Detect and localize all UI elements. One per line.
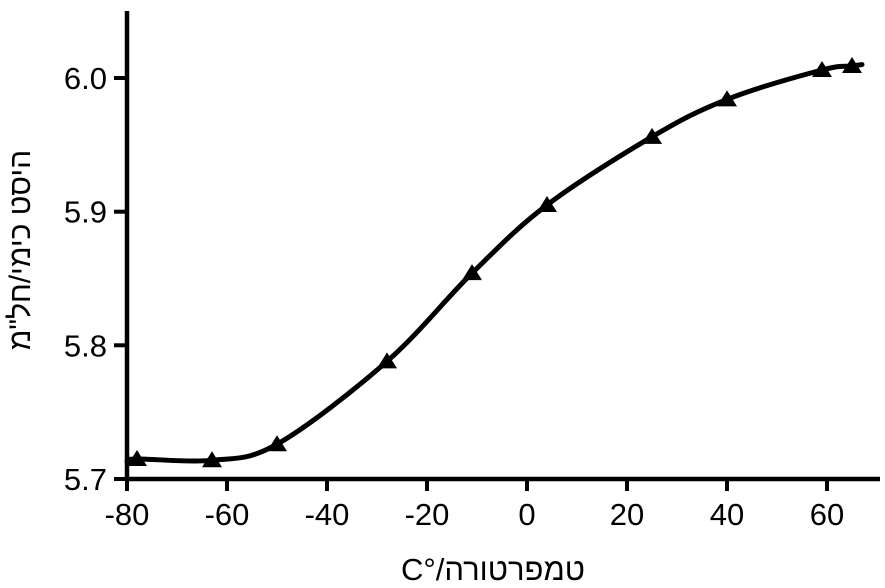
data-point-marker [537, 195, 557, 212]
x-axis: -80 -60 -40 -20 0 20 40 60 [105, 476, 880, 532]
x-tick-label: -60 [205, 497, 250, 532]
data-point-marker [642, 127, 662, 144]
y-tick-label: 6.0 [64, 61, 107, 96]
y-tick-label: 5.8 [64, 328, 107, 363]
curve-layer [124, 62, 865, 465]
x-tick-label: 20 [610, 497, 644, 532]
data-point-marker [267, 435, 287, 452]
x-tick-label: 60 [810, 497, 844, 532]
x-tick-label: -20 [405, 497, 450, 532]
data-point-marker [842, 56, 862, 73]
x-tick-label: 0 [518, 497, 535, 532]
data-points [127, 56, 862, 468]
x-tick-label: 40 [710, 497, 744, 532]
fit-curve [124, 62, 865, 465]
data-point-marker [127, 449, 147, 466]
y-axis: 6.0 5.9 5.8 5.7 [64, 11, 130, 497]
x-axis-label: טמפרטורה/°C [401, 552, 585, 587]
x-tick-label: -80 [105, 497, 150, 532]
data-point-marker [717, 90, 737, 107]
y-axis-label: היסט כימי/חל"מ [4, 150, 37, 350]
x-tick-label: -40 [305, 497, 350, 532]
data-point-marker [202, 451, 222, 468]
y-tick-label: 5.9 [64, 195, 107, 230]
data-point-marker [377, 352, 397, 369]
y-tick-label: 5.7 [64, 462, 107, 497]
data-point-marker [462, 264, 482, 281]
data-point-marker [812, 60, 832, 77]
